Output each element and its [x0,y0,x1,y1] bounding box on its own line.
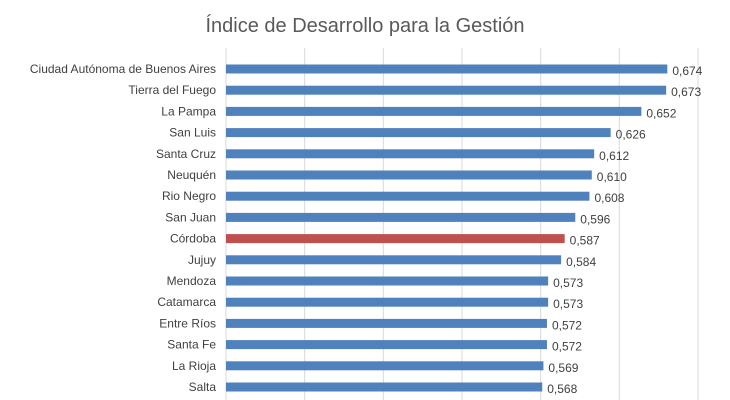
bar [226,297,549,307]
bar [226,318,547,328]
bar [226,149,595,159]
value-label: 0,587 [570,234,600,248]
bar [226,234,565,244]
value-label: 0,626 [616,128,646,142]
category-label: Santa Fe [167,338,216,352]
bar [226,106,642,116]
category-label: San Juan [165,210,216,224]
value-label: 0,572 [552,340,582,354]
bar [226,85,667,95]
value-label: 0,568 [547,382,577,396]
value-label: 0,612 [599,149,629,163]
category-label: Mendoza [167,274,217,288]
category-label: Salta [189,380,217,394]
bar [226,191,590,201]
gridlines [225,48,699,400]
value-label: 0,584 [566,255,596,269]
bar [226,128,611,138]
category-label: La Pampa [161,104,216,118]
category-label: Tierra del Fuego [128,83,216,97]
category-label: Ciudad Autónoma de Buenos Aires [30,62,216,76]
value-label: 0,569 [548,361,578,375]
category-label: Santa Cruz [156,147,216,161]
value-label: 0,572 [552,318,582,332]
bar [226,212,576,222]
category-label: Jujuy [188,253,216,267]
bar [226,382,543,392]
value-label: 0,674 [672,64,702,78]
bar [226,64,668,74]
category-label: San Luis [169,126,216,140]
category-label: Catamarca [157,295,216,309]
bar [226,170,592,180]
value-label: 0,573 [553,276,583,290]
bars [226,64,668,392]
bar [226,361,544,371]
value-label: 0,596 [580,212,610,226]
category-labels: Ciudad Autónoma de Buenos Aires Tierra de… [30,62,216,394]
value-label: 0,610 [597,170,627,184]
category-label: La Rioja [172,359,216,373]
category-label: Neuquén [167,168,216,182]
bar [226,255,562,265]
bar [226,276,549,286]
value-label: 0,608 [594,191,624,205]
value-label: 0,573 [553,297,583,311]
category-label: Entre Ríos [159,316,216,330]
chart-title: Índice de Desarrollo para la Gestión [205,14,524,37]
value-label: 0,652 [646,106,676,120]
category-label: Rio Negro [162,189,216,203]
category-label: Córdoba [170,232,216,246]
bar [226,340,547,350]
value-label: 0,673 [671,85,701,99]
